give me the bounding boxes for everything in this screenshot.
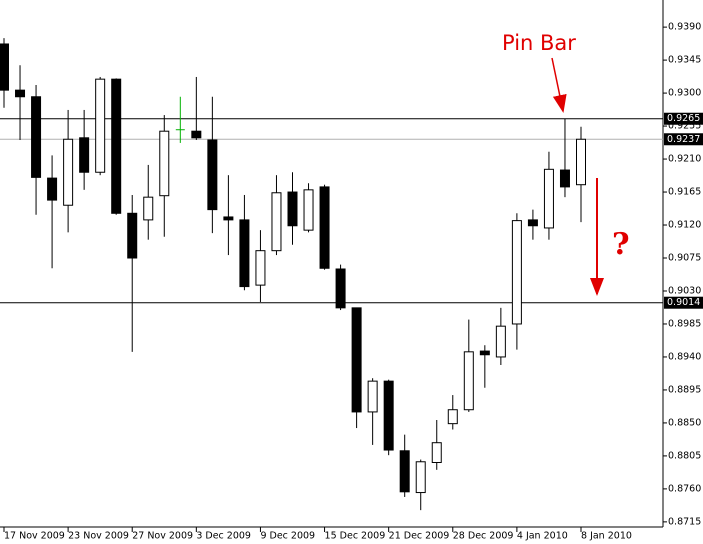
y-tick-label: 0.9075 [668, 253, 701, 264]
y-tick-label: 0.9210 [668, 154, 701, 165]
candle-body [479, 350, 490, 356]
y-tick-label: 0.8760 [668, 483, 701, 494]
x-tick-label: 9 Dec 2009 [260, 531, 315, 542]
y-tick-label: 0.9255 [668, 121, 701, 132]
candle-body [415, 461, 426, 494]
candle-body [63, 138, 74, 206]
x-tick-label: 27 Nov 2009 [132, 531, 193, 542]
x-tick-label: 8 Jan 2010 [581, 531, 632, 542]
candle-body [207, 139, 218, 211]
candle-body [271, 192, 282, 252]
candle-body [159, 130, 170, 197]
y-tick-label: 0.8985 [668, 318, 701, 329]
candle-body [447, 409, 458, 425]
x-tick-label: 21 Dec 2009 [389, 531, 450, 542]
level-line-label: 0.9014 [667, 297, 700, 308]
current-price-line-label: 0.9237 [667, 134, 700, 145]
y-tick-label: 0.9300 [668, 88, 701, 99]
candle-body [431, 442, 442, 463]
y-tick-label: 0.8805 [668, 450, 701, 461]
candle-body [559, 169, 570, 188]
y-tick-label: 0.8850 [668, 417, 701, 428]
level-line-box [664, 112, 703, 125]
candle-body [111, 78, 122, 214]
x-tick-label: 3 Dec 2009 [196, 531, 251, 542]
pin-bar-arrow [551, 57, 567, 113]
candle-body [239, 219, 250, 288]
y-tick-label: 0.8715 [668, 516, 701, 527]
candle-body [191, 130, 202, 139]
candle-body [319, 186, 330, 269]
candle-body [47, 177, 58, 201]
pin-bar-label: Pin Bar [502, 31, 576, 55]
candle-body [351, 307, 362, 413]
candle-body [495, 325, 506, 358]
candle-body [79, 137, 90, 173]
y-tick-label: 0.9165 [668, 187, 701, 198]
y-tick-label: 0.8940 [668, 351, 701, 362]
candle-body [463, 351, 474, 411]
candle-body [576, 138, 586, 186]
candle-body [367, 380, 378, 413]
candle-body [95, 78, 106, 173]
candle-body [383, 380, 394, 451]
candle-body [399, 450, 410, 493]
candle-body [255, 250, 266, 286]
y-tick-label: 0.8895 [668, 384, 701, 395]
candle-body [303, 189, 314, 231]
x-tick-label: 17 Nov 2009 [4, 531, 65, 542]
x-tick-label: 4 Jan 2010 [517, 531, 568, 542]
candle-body [0, 43, 9, 91]
y-tick-label: 0.9390 [668, 22, 701, 33]
candle-body [127, 212, 138, 259]
y-tick-label: 0.9120 [668, 220, 701, 231]
level-line-box [664, 296, 703, 309]
level-line-label: 0.9265 [667, 113, 700, 124]
candle-body [223, 216, 234, 221]
candle-body [527, 219, 538, 227]
x-tick-label: 28 Dec 2009 [453, 531, 514, 542]
current-price-line-box [664, 133, 703, 146]
candle-body [543, 168, 554, 229]
x-tick-label: 15 Dec 2009 [325, 531, 386, 542]
question-mark: ? [612, 227, 630, 262]
candle-body [31, 96, 42, 178]
x-tick-label: 23 Nov 2009 [68, 531, 129, 542]
y-tick-label: 0.9345 [668, 55, 701, 66]
candle-body [511, 220, 522, 325]
candle-body [15, 89, 26, 98]
candle-body [335, 268, 346, 309]
y-tick-label: 0.9030 [668, 285, 701, 296]
candle-body [143, 196, 154, 221]
candle-body [287, 191, 298, 227]
